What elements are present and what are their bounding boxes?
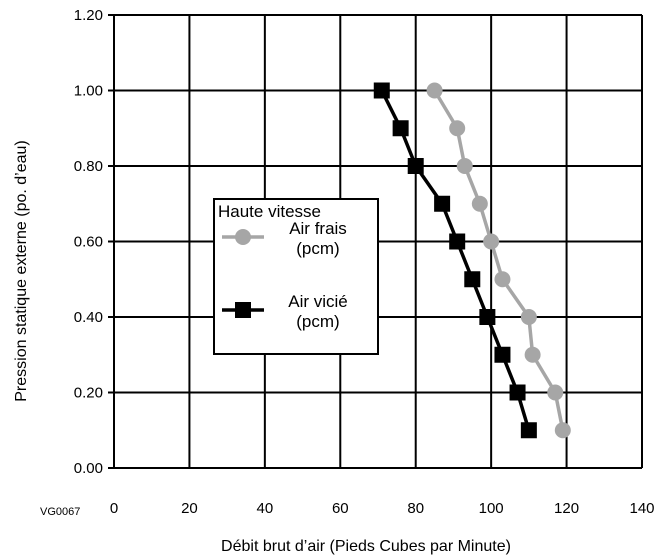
x-tick-label: 40 (257, 500, 274, 517)
x-axis-title: Débit brut d’air (Pieds Cubes par Minute… (221, 538, 511, 555)
data-point-air-frais (483, 233, 500, 250)
data-point-air-vicie (479, 309, 496, 325)
legend-label-air-vicie: Air vicié (pcm) (288, 292, 348, 331)
y-tick-label: 0.80 (74, 158, 103, 175)
data-point-air-frais (471, 195, 488, 212)
data-point-air-frais (449, 120, 466, 137)
data-point-air-vicie (373, 82, 390, 99)
x-tick-label: 120 (554, 500, 579, 517)
x-tick-label: 60 (332, 500, 349, 517)
data-point-air-vicie (449, 233, 466, 250)
series-layer (373, 82, 571, 439)
x-tick-label: 140 (629, 500, 654, 517)
figure-code: VG0067 (40, 506, 80, 518)
legend-marker-air-vicie (235, 302, 251, 318)
data-point-air-vicie (520, 422, 537, 439)
x-tick-label: 20 (181, 500, 198, 517)
data-point-air-vicie (392, 120, 409, 137)
legend-label-air-frais: Air frais (pcm) (289, 219, 347, 258)
axes: 0 20 40 60 80 100 120 140 0.00 0.20 0.40 0.60 0.80 1.… (74, 7, 655, 517)
data-point-air-frais (554, 422, 571, 439)
data-point-air-vicie (464, 271, 481, 288)
series-line-air-frais (433, 89, 565, 431)
legend-marker-air-frais (235, 229, 251, 245)
data-point-air-vicie (407, 158, 424, 174)
data-point-air-vicie (434, 195, 451, 212)
data-point-air-frais (524, 346, 541, 363)
x-tick-label: 0 (110, 500, 118, 517)
data-point-air-frais (520, 309, 537, 325)
x-tick-label: 80 (407, 500, 424, 517)
y-tick-label: 1.20 (74, 7, 103, 24)
y-tick-label: 0.20 (74, 385, 103, 402)
legend-box (213, 198, 379, 355)
y-tick-label: 0.00 (74, 460, 103, 477)
series-line-air-vicie (380, 89, 531, 431)
data-point-air-frais (547, 384, 564, 401)
y-axis-title: Pression statique externe (po. d’eau) (13, 140, 30, 401)
y-tick-label: 0.40 (74, 309, 103, 326)
y-tick-label: 0.60 (74, 234, 103, 251)
data-point-air-frais (426, 82, 443, 99)
legend-title: Haute vitesse (218, 202, 321, 221)
x-tick-label: 100 (479, 500, 504, 517)
data-point-air-vicie (494, 346, 511, 363)
data-point-air-vicie (509, 384, 526, 401)
data-point-air-frais (456, 158, 473, 174)
y-tick-label: 1.00 (74, 83, 103, 100)
data-point-air-frais (494, 271, 511, 288)
